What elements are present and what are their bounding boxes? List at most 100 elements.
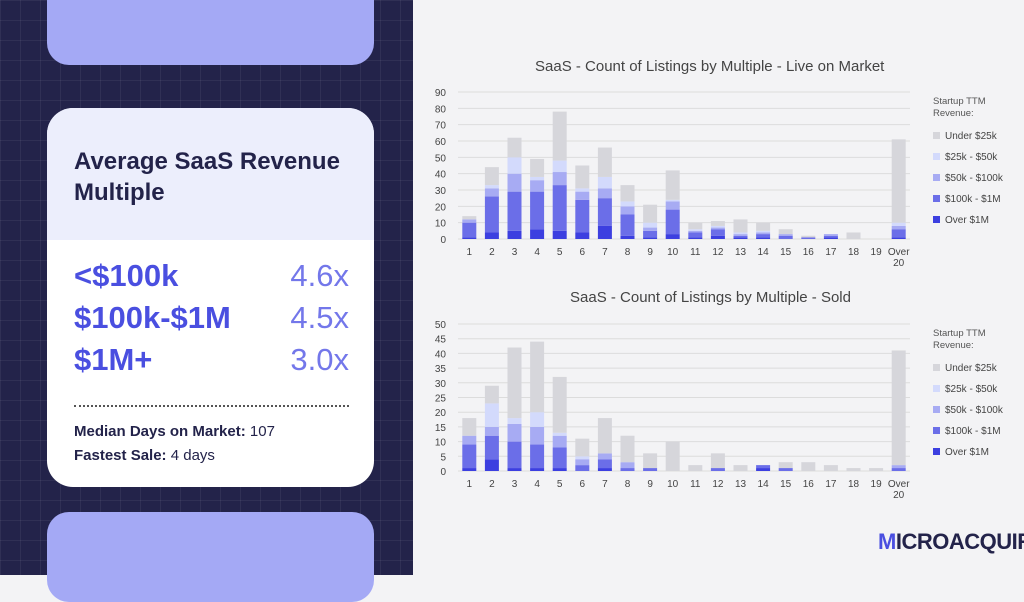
bar-segment [643, 204, 658, 223]
legend-swatch [933, 132, 940, 139]
y-tick-label: 5 [440, 452, 446, 463]
legend-swatch [933, 195, 940, 202]
x-tick-label: 10 [667, 247, 679, 258]
bar-segment [756, 232, 771, 235]
bar-segment [484, 232, 499, 239]
bar-segment [846, 232, 861, 239]
bar-segment [891, 350, 906, 466]
bar-segment [665, 170, 680, 200]
x-tick-label: 2 [489, 479, 495, 490]
bar-segment [665, 234, 680, 239]
bar-segment [530, 412, 545, 427]
x-tick-label: 6 [580, 247, 586, 258]
bar-segment [620, 462, 635, 469]
legend-swatch [933, 174, 940, 181]
y-tick-label: 50 [435, 320, 447, 331]
x-tick-label: 11 [690, 479, 701, 490]
multiple-row-1m-plus: $1M+ 3.0x [74, 342, 349, 382]
y-tick-label: 10 [435, 438, 447, 449]
fastest-sale-stat: Fastest Sale: 4 days [74, 447, 215, 464]
bar-segment [620, 206, 635, 215]
legend-swatch [933, 427, 940, 434]
bar-segment [507, 441, 522, 469]
bar-segment [801, 237, 816, 239]
bar-segment [620, 235, 635, 239]
bar-segment [462, 222, 477, 238]
bar-segment [733, 235, 748, 238]
bar-segment [891, 465, 906, 469]
bar-segment [597, 225, 612, 239]
x-tick-label: 10 [667, 479, 679, 490]
chart-title-live: SaaS - Count of Listings by Multiple - L… [535, 58, 885, 75]
legend-item: $50k - $100k [945, 405, 1004, 416]
y-tick-label: 30 [435, 186, 447, 197]
bar-segment [643, 227, 658, 231]
bar-segment [688, 222, 703, 230]
bar-segment [891, 139, 906, 223]
multiple-row-100k-1m: $100k-$1M 4.5x [74, 300, 349, 340]
legend-item: Under $25k [945, 363, 998, 374]
x-tick-label: 4 [534, 479, 540, 490]
bar-segment [891, 229, 906, 238]
x-tick-label: 7 [602, 247, 608, 258]
bar-segment [597, 468, 612, 471]
bar-segment [778, 229, 793, 235]
median-days-label: Median Days on Market: [74, 423, 246, 440]
x-tick-label: 13 [735, 247, 747, 258]
bar-segment [552, 432, 567, 436]
bar-segment [710, 221, 725, 226]
legend-item: Under $25k [945, 131, 998, 142]
bar-segment [597, 198, 612, 226]
legend-swatch [933, 448, 940, 455]
bar-segment [688, 465, 703, 471]
x-tick-label: 13 [735, 479, 747, 490]
multiple-row-under-100k: <$100k 4.6x [74, 258, 349, 298]
bar-segment [710, 229, 725, 236]
bar-segment [484, 435, 499, 460]
bar-segment [575, 456, 590, 460]
bar-segment [484, 167, 499, 186]
y-tick-label: 30 [435, 379, 447, 390]
legend-item: $25k - $50k [945, 152, 998, 163]
x-tick-label: 1 [467, 479, 473, 490]
legend-swatch [933, 406, 940, 413]
multiple-row-label: $100k-$1M [74, 300, 231, 335]
bar-segment [756, 237, 771, 239]
legend-title: Revenue: [933, 108, 974, 119]
bar-segment [756, 465, 771, 469]
microacquire-logo: MICROACQUIRE [878, 529, 1024, 554]
bar-segment [530, 468, 545, 471]
bar-segment [733, 237, 748, 239]
x-tick-label: 16 [803, 479, 815, 490]
bar-segment [778, 462, 793, 469]
bar-segment [665, 201, 680, 210]
bar-segment [620, 435, 635, 463]
bar-segment [733, 219, 748, 233]
multiple-row-value: 4.5x [290, 300, 349, 335]
bar-segment [801, 235, 816, 238]
bar-segment [891, 225, 906, 230]
y-tick-label: 0 [440, 235, 446, 246]
bar-segment [575, 165, 590, 189]
bar-segment [823, 234, 838, 236]
y-tick-label: 0 [440, 467, 446, 478]
bar-segment [484, 185, 499, 189]
fastest-sale-label: Fastest Sale: [74, 447, 167, 464]
bar-segment [891, 222, 906, 226]
x-tick-label: 5 [557, 479, 563, 490]
bar-segment [801, 462, 816, 471]
bar-segment [552, 435, 567, 448]
x-tick-label: 19 [871, 247, 883, 258]
bar-segment [530, 341, 545, 413]
bar-segment [597, 147, 612, 177]
bar-segment [552, 447, 567, 469]
bar-segment [530, 444, 545, 469]
bar-segment [823, 237, 838, 239]
bar-segment [643, 237, 658, 239]
bar-segment [552, 111, 567, 161]
median-days-value: 107 [249, 423, 275, 440]
bar-segment [597, 418, 612, 454]
multiple-summary-card: Average SaaS Revenue Multiple <$100k 4.6… [47, 108, 374, 487]
bar-segment [462, 444, 477, 469]
